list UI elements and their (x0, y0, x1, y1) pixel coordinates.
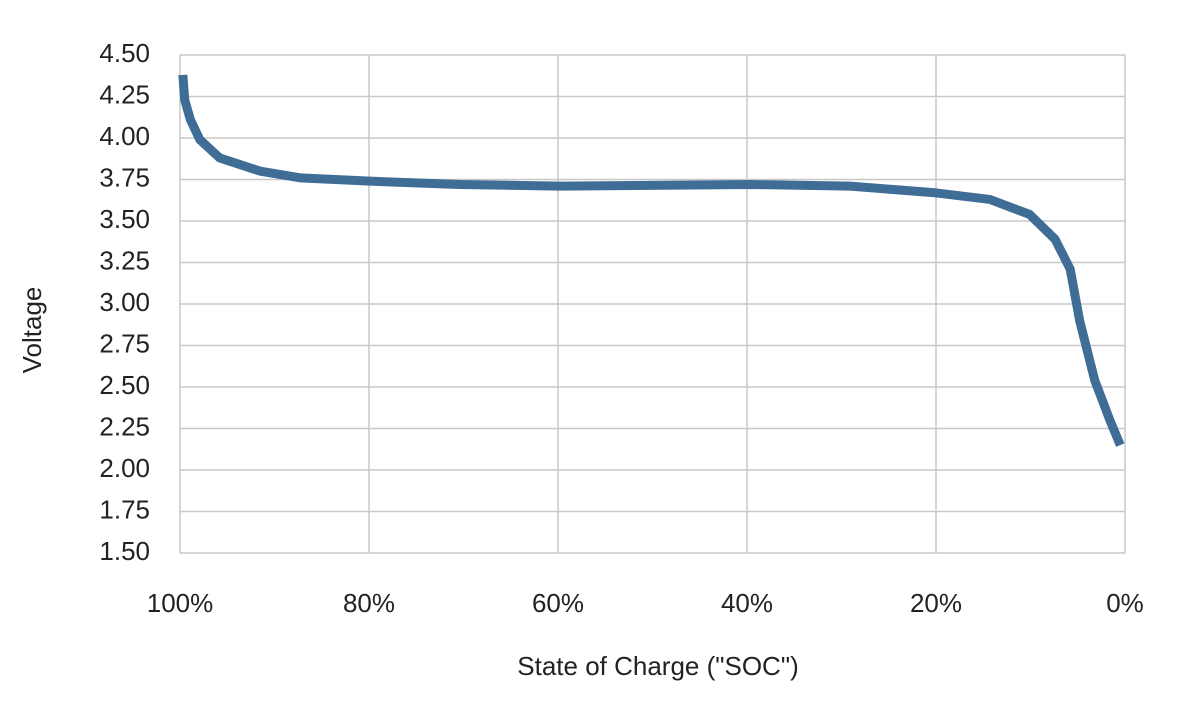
y-tick-label: 2.75 (99, 328, 150, 358)
x-axis-label: State of Charge ("SOC") (517, 651, 798, 681)
x-tick-label: 40% (721, 588, 773, 618)
y-tick-label: 3.25 (99, 245, 150, 275)
y-tick-label: 1.50 (99, 536, 150, 566)
y-tick-label: 1.75 (99, 494, 150, 524)
y-tick-label: 3.50 (99, 204, 150, 234)
y-tick-label: 2.25 (99, 411, 150, 441)
y-tick-label: 4.25 (99, 79, 150, 109)
x-tick-label: 100% (147, 588, 214, 618)
x-tick-label: 20% (910, 588, 962, 618)
x-tick-label: 80% (343, 588, 395, 618)
y-tick-label: 4.50 (99, 38, 150, 68)
x-tick-label: 60% (532, 588, 584, 618)
y-axis-label: Voltage (17, 287, 47, 374)
x-tick-label: 0% (1106, 588, 1144, 618)
y-tick-label: 2.00 (99, 453, 150, 483)
y-tick-label: 2.50 (99, 370, 150, 400)
y-tick-label: 3.75 (99, 162, 150, 192)
data-line (178, 74, 1125, 447)
y-tick-label: 3.00 (99, 287, 150, 317)
y-tick-label: 4.00 (99, 121, 150, 151)
